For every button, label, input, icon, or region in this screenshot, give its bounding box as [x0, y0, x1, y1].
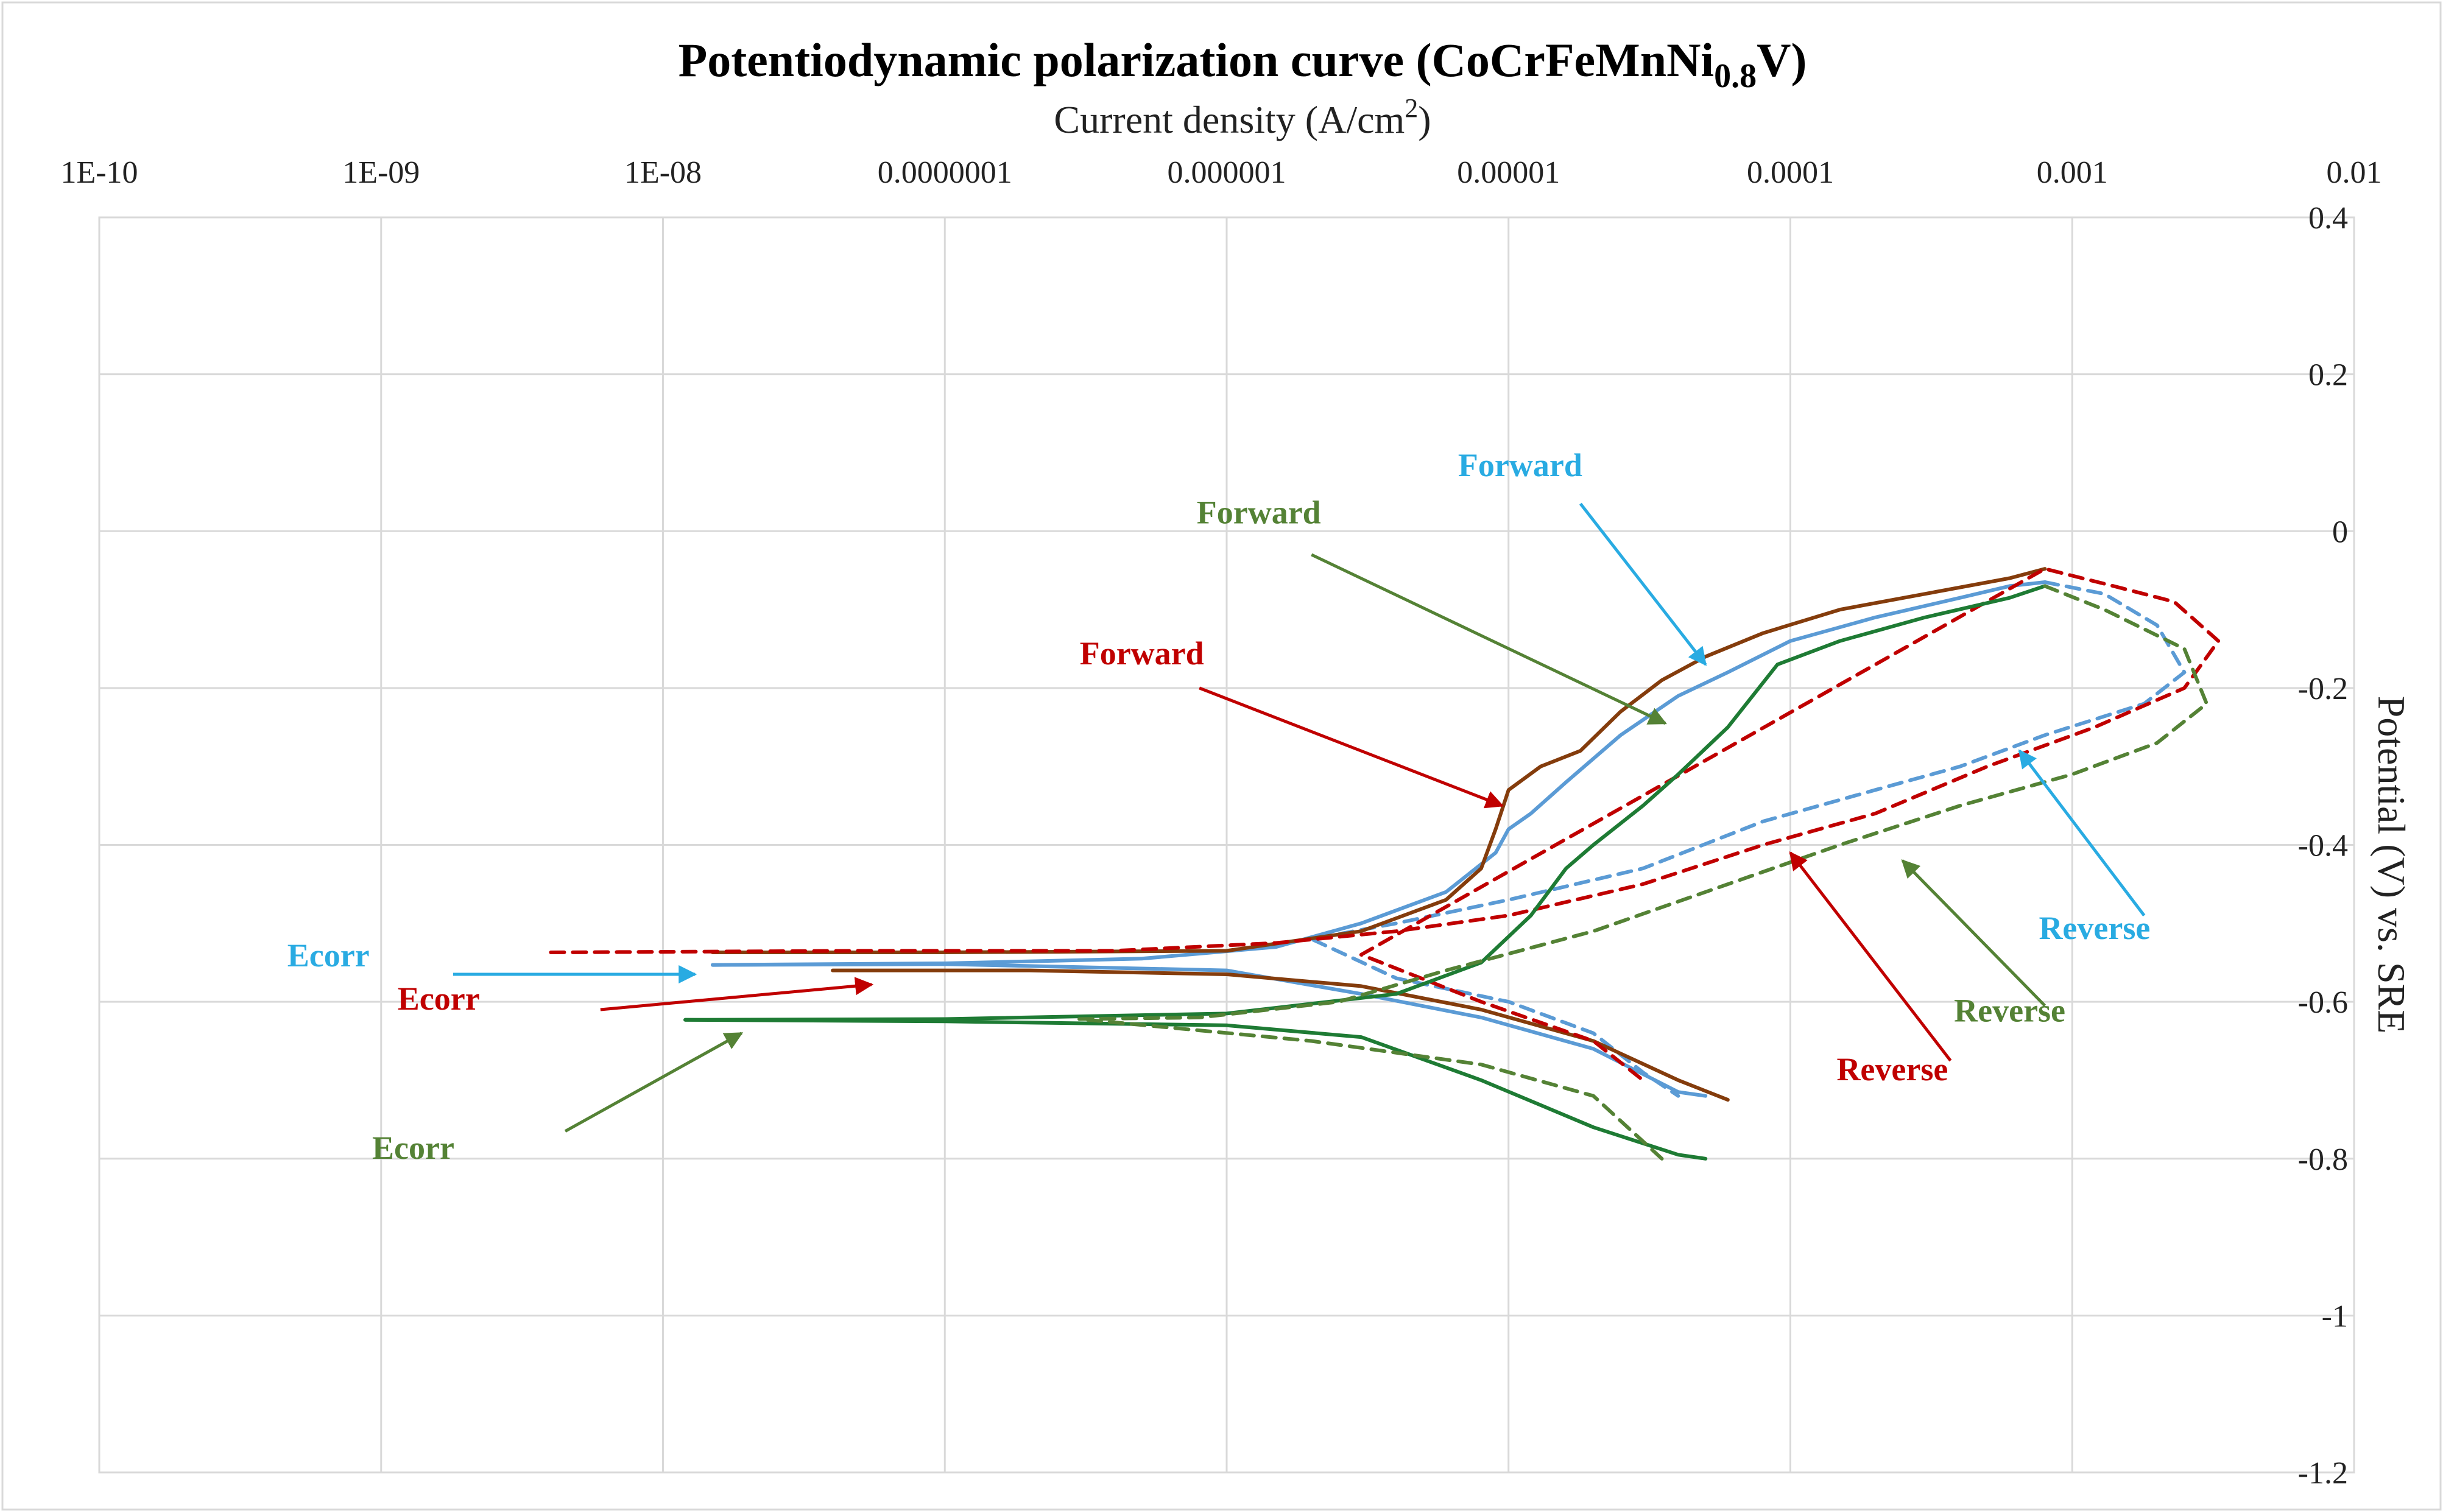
y-tick-label: -1.2: [2298, 1456, 2348, 1491]
series-line-green-cathodic-forward: [683, 1018, 1708, 1161]
data-series: [549, 567, 2221, 1161]
x-tick-label: 1E-08: [624, 155, 702, 190]
series-line-green-anodic-forward: [683, 584, 2047, 1022]
annotation-label-reverse: Reverse: [2039, 910, 2150, 946]
gridlines: [98, 216, 2355, 1474]
y-tick-label: -0.8: [2298, 1142, 2348, 1177]
series-line-brown-cathodic-forward: [831, 968, 1730, 1102]
y-tick-label: -0.6: [2298, 985, 2348, 1020]
plot-area-frame: [98, 216, 2355, 1474]
x-tick-label: 0.000001: [1168, 155, 1286, 190]
annotation-label-reverse: Reverse: [1836, 1051, 1948, 1088]
y-tick-label: -0.4: [2298, 829, 2348, 863]
chart-title: Potentiodynamic polarization curve (CoCr…: [679, 33, 1807, 95]
annotation-label-reverse: Reverse: [1954, 992, 2065, 1029]
y-tick-label: 0.2: [2308, 358, 2348, 393]
x-tick-label: 0.001: [2037, 155, 2108, 190]
y-tick-label: 0.4: [2308, 201, 2348, 236]
x-tick-label: 0.00001: [1457, 155, 1560, 190]
y-axis-title: Potential (V) vs. SRE: [2370, 696, 2413, 1034]
annotation-label-ecorr: Ecorr: [372, 1130, 454, 1166]
x-tick-label: 0.0000001: [878, 155, 1012, 190]
annotation-arrow-reverse: [2018, 749, 2146, 916]
y-tick-label: -1: [2322, 1299, 2348, 1334]
annotations: Forward Forward Forward Ecorr Ecorr Ecorr Reve…: [287, 447, 2151, 1166]
annotation-arrow-ecorr: [564, 1032, 744, 1133]
x-tick-label: 1E-09: [342, 155, 420, 190]
x-tick-label: 0.0001: [1747, 155, 1834, 190]
y-tick-label: -0.2: [2298, 672, 2348, 706]
x-axis-title: Current density (A/cm2): [1054, 93, 1431, 141]
annotation-label-forward: Forward: [1080, 635, 1204, 672]
annotation-arrow-reverse: [1789, 851, 1952, 1062]
annotation-label-ecorr: Ecorr: [287, 937, 370, 974]
annotation-arrow-ecorr: [600, 977, 874, 1011]
annotation-arrow-forward: [1311, 553, 1667, 725]
series-line-blue-reverse: [1310, 580, 2187, 1098]
annotation-arrow-reverse: [1901, 859, 2046, 1007]
annotation-label-forward: Forward: [1197, 494, 1321, 530]
y-tick-label: 0: [2332, 515, 2348, 549]
series-line-blue-anodic-forward: [711, 580, 2047, 967]
tick-labels: 1E-10 1E-09 1E-08 0.0000001 0.000001 0.00001 0…: [60, 155, 2381, 1491]
x-tick-label: 0.01: [2327, 155, 2382, 190]
annotation-arrow-forward: [1199, 686, 1504, 809]
annotation-label-ecorr: Ecorr: [398, 980, 480, 1017]
x-tick-label: 1E-10: [60, 155, 138, 190]
series-line-green-reverse: [1077, 584, 2209, 1161]
series-line-brown-anodic-forward: [711, 567, 2047, 954]
series-line-red-reverse: [549, 567, 2221, 1082]
annotation-arrow-forward: [1579, 502, 1707, 666]
annotation-label-forward: Forward: [1458, 447, 1582, 483]
